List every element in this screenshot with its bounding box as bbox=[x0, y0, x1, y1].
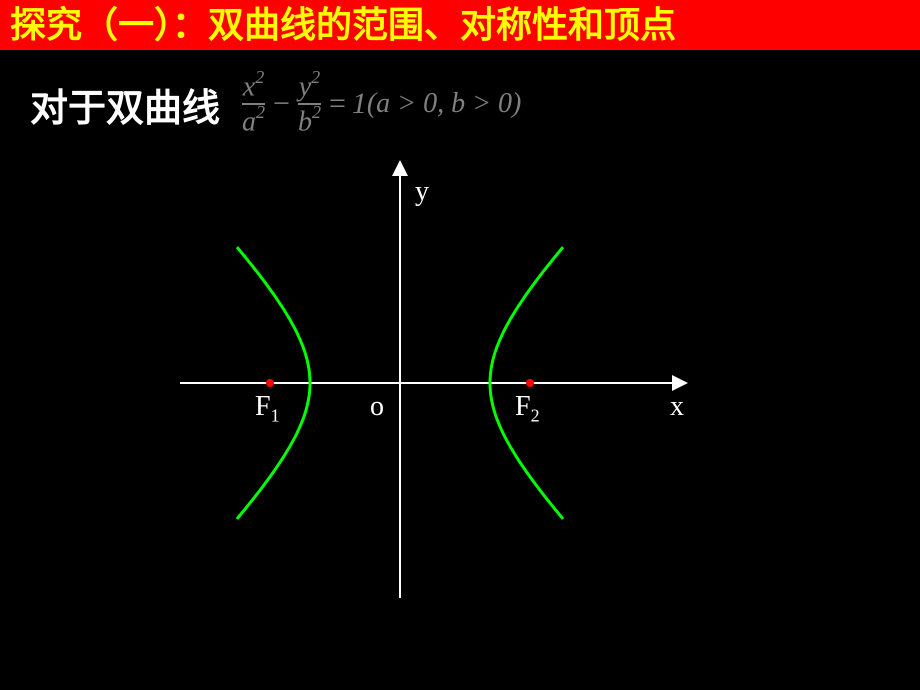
header-title: 探究（一）：双曲线的范围、对称性和顶点 bbox=[10, 5, 676, 45]
origin-label: o bbox=[370, 391, 384, 423]
equals-op: = bbox=[329, 87, 346, 121]
y-axis-label: y bbox=[415, 176, 429, 208]
hyperbola-equation: x2 a2 − y2 b2 = 1 (a > 0, b > 0) bbox=[240, 70, 521, 138]
focus-2-label: F2 bbox=[515, 391, 540, 427]
statement-row: 对于双曲线 x2 a2 − y2 b2 = 1 (a > 0, b > 0) bbox=[0, 50, 920, 148]
fraction-y2-b2: y2 b2 bbox=[298, 70, 321, 138]
slide-header: 探究（一）：双曲线的范围、对称性和顶点 bbox=[0, 0, 920, 50]
equation-condition: (a > 0, b > 0) bbox=[367, 88, 521, 120]
x-axis-label: x bbox=[670, 391, 684, 423]
minus-op: − bbox=[273, 87, 290, 121]
focus-1-label: F1 bbox=[255, 391, 280, 427]
rhs-one: 1 bbox=[352, 87, 367, 121]
hyperbola-chart: y x o F1 F2 bbox=[0, 148, 920, 648]
statement-prefix: 对于双曲线 bbox=[30, 77, 220, 132]
fraction-x2-a2: x2 a2 bbox=[242, 70, 265, 138]
chart-svg bbox=[140, 148, 740, 608]
